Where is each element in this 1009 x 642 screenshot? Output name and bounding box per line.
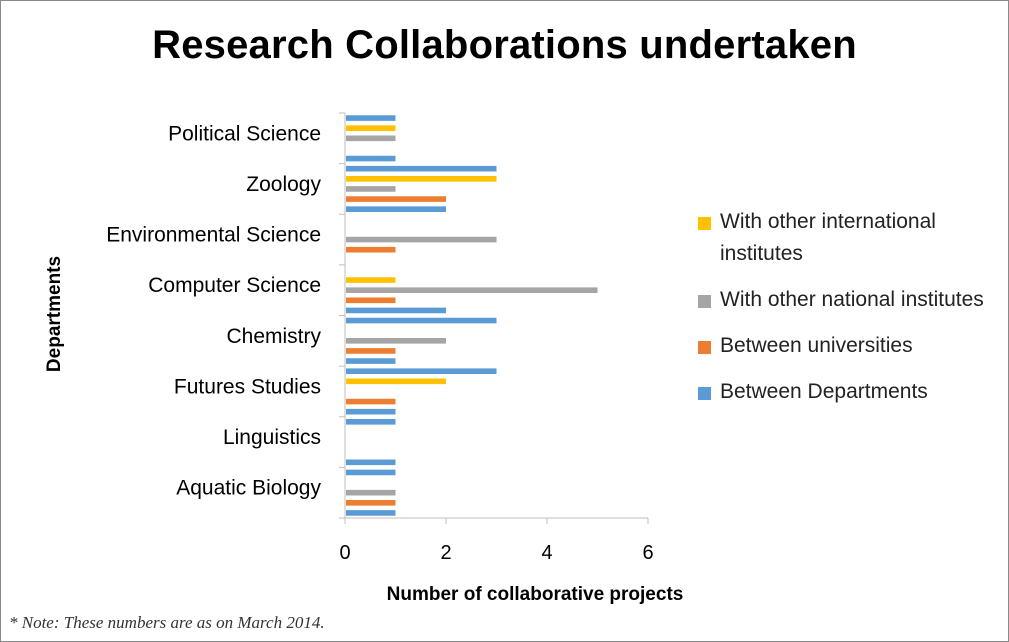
legend-swatch xyxy=(698,387,711,400)
category-label-political-science: Political Science xyxy=(168,122,321,145)
bar-linguistics-between-departments-extra xyxy=(346,419,396,425)
bars-layer xyxy=(346,115,598,516)
bar-political-science-with-other-international-institutes xyxy=(346,125,396,131)
bar-zoology-with-other-national-institutes xyxy=(346,186,396,192)
bar-computer-science-with-other-national-institutes xyxy=(346,287,598,293)
legend-label: Between Departments xyxy=(720,380,928,403)
bar-computer-science-between-universities xyxy=(346,297,396,304)
bar-political-science-with-other-national-institutes xyxy=(346,135,396,142)
bar-aquatic-biology-between-universities xyxy=(346,500,396,506)
bar-chemistry-between-departments-extra xyxy=(346,317,497,324)
bar-environmental-science-with-other-national-institutes xyxy=(346,236,497,243)
legend-label: With other international institutes xyxy=(720,210,936,265)
legend-label: With other national institutes xyxy=(720,288,984,311)
legend-label: Between universities xyxy=(720,334,913,357)
legend: With other international institutes With … xyxy=(698,206,998,408)
category-label-chemistry: Chemistry xyxy=(226,325,321,348)
bar-computer-science-between-departments xyxy=(346,307,446,314)
legend-item-between-universities: Between universities xyxy=(698,330,998,362)
legend-swatch xyxy=(698,217,711,230)
bar-environmental-science-between-universities xyxy=(346,246,396,253)
bar-chemistry-with-other-national-institutes xyxy=(346,338,446,344)
x-tick-label: 6 xyxy=(642,542,653,564)
bar-linguistics-between-departments xyxy=(346,459,396,466)
legend-item-with-other-national-institutes: With other national institutes xyxy=(698,284,998,316)
bar-aquatic-biology-with-other-national-institutes xyxy=(346,489,396,496)
legend-swatch xyxy=(698,295,711,308)
category-label-environmental-science: Environmental Science xyxy=(106,224,321,247)
bar-zoology-between-departments xyxy=(346,206,446,212)
chart-title: Research Collaborations undertaken xyxy=(152,23,857,67)
bar-zoology-between-departments-extra xyxy=(346,165,497,172)
bar-zoology-between-universities xyxy=(346,196,446,202)
x-tick-label: 4 xyxy=(541,542,552,564)
bar-chemistry-between-departments xyxy=(346,358,396,364)
bar-political-science-between-departments xyxy=(346,155,396,162)
bar-futures-studies-with-other-international-institutes xyxy=(346,378,446,385)
bar-aquatic-biology-between-departments-extra xyxy=(346,469,396,476)
y-axis-title: Departments xyxy=(44,256,65,372)
bar-computer-science-with-other-international-institutes xyxy=(346,277,396,283)
ticks-layer xyxy=(339,112,649,524)
bar-chemistry-between-universities xyxy=(346,348,396,354)
footnote: * Note: These numbers are as on March 20… xyxy=(9,613,325,632)
legend-item-between-departments: Between Departments xyxy=(698,376,998,408)
legend-swatch xyxy=(698,341,711,354)
category-label-zoology: Zoology xyxy=(246,173,321,196)
bar-futures-studies-between-universities xyxy=(346,398,396,405)
category-label-computer-science: Computer Science xyxy=(148,274,321,297)
category-label-futures-studies: Futures Studies xyxy=(174,375,321,398)
bar-futures-studies-between-departments-extra xyxy=(346,368,497,374)
labels-layer: 0 2 4 6 Aquatic Biology Linguistics Futures St… xyxy=(106,122,653,564)
bar-aquatic-biology-between-departments xyxy=(346,510,396,516)
x-tick-label: 2 xyxy=(440,542,451,564)
x-tick-label: 0 xyxy=(339,542,350,564)
bar-political-science-between-departments-extra xyxy=(346,115,396,121)
category-label-aquatic-biology: Aquatic Biology xyxy=(176,477,321,500)
x-axis-title: Number of collaborative projects xyxy=(387,584,684,605)
bar-zoology-with-other-international-institutes xyxy=(346,176,497,182)
category-label-linguistics: Linguistics xyxy=(223,426,321,449)
bar-futures-studies-between-departments xyxy=(346,408,396,415)
legend-item-with-other-international-institutes: With other international institutes xyxy=(698,206,998,270)
